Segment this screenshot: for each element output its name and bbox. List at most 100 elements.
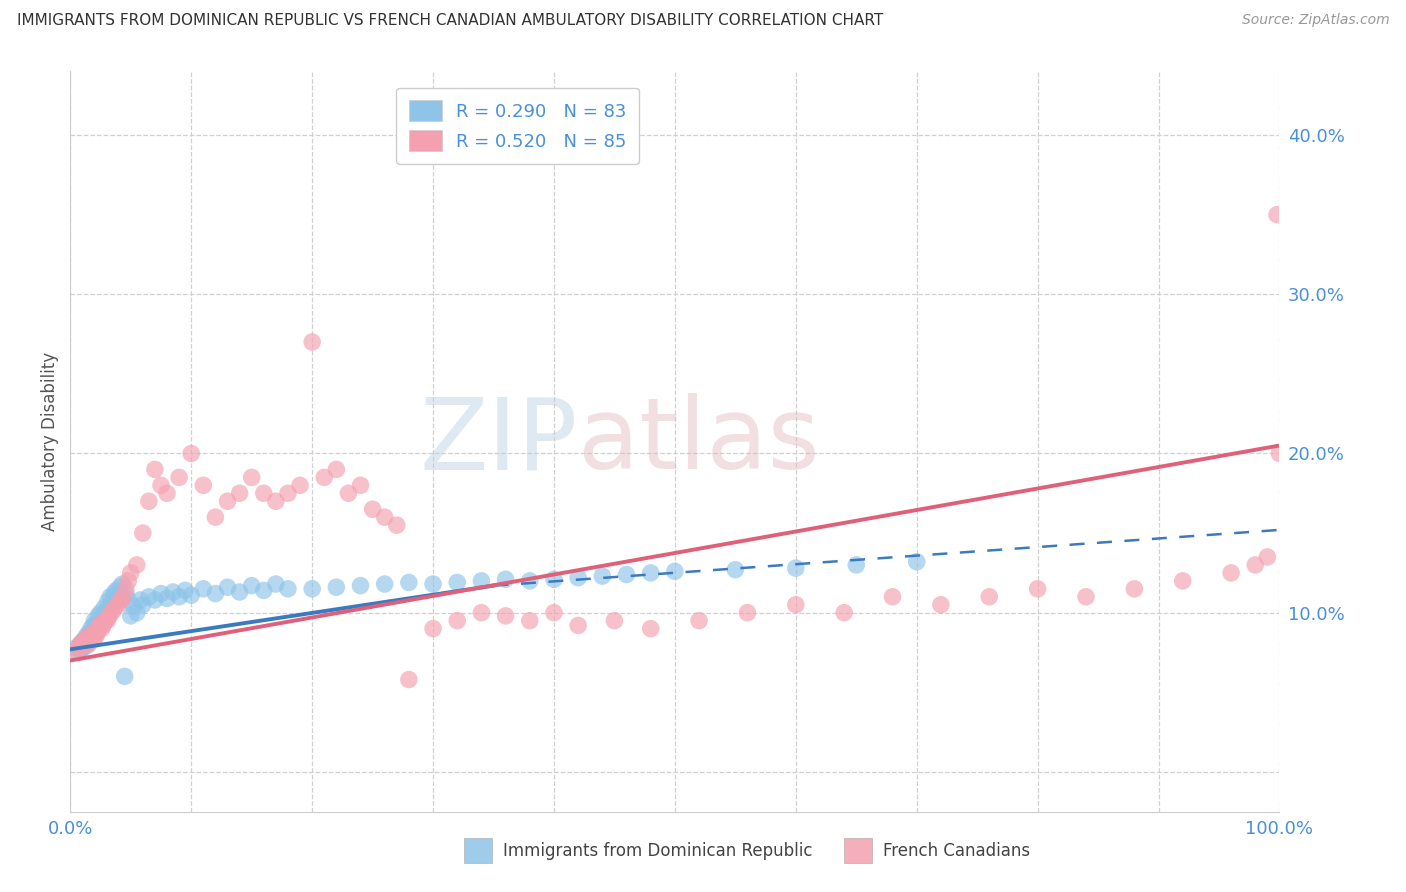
Point	[1256, 549, 1278, 564]
Point	[77, 626, 100, 640]
Point	[72, 634, 94, 648]
Point	[115, 586, 138, 600]
Point	[264, 577, 287, 591]
Point	[98, 590, 121, 604]
Point	[204, 510, 226, 524]
Point	[108, 580, 131, 594]
Point	[228, 585, 250, 599]
Point	[82, 618, 104, 632]
Point	[103, 586, 125, 600]
Point	[90, 622, 112, 636]
Point	[1123, 582, 1146, 596]
Point	[361, 502, 384, 516]
Point	[65, 640, 87, 655]
Point	[120, 608, 142, 623]
Point	[217, 494, 239, 508]
Point	[664, 564, 686, 578]
Point	[156, 486, 179, 500]
Point	[114, 669, 136, 683]
Point	[65, 644, 87, 658]
Point	[1265, 208, 1288, 222]
Point	[495, 572, 517, 586]
Point	[87, 624, 110, 638]
Point	[277, 486, 299, 500]
Point	[93, 615, 115, 630]
Point	[1244, 558, 1267, 572]
Point	[1026, 582, 1049, 596]
Point	[337, 486, 360, 500]
Point	[314, 470, 336, 484]
Point	[80, 631, 103, 645]
Point	[83, 614, 105, 628]
Point	[111, 577, 134, 591]
Point	[217, 580, 239, 594]
Point	[446, 614, 468, 628]
Point	[143, 462, 166, 476]
Point	[96, 614, 118, 628]
Point	[90, 606, 111, 620]
Point	[70, 642, 93, 657]
Point	[446, 575, 468, 590]
Point	[80, 628, 103, 642]
Point	[107, 596, 129, 610]
Point	[86, 616, 108, 631]
Point	[84, 630, 107, 644]
Point	[1220, 566, 1243, 580]
Point	[905, 555, 928, 569]
Point	[325, 462, 347, 476]
Point	[228, 486, 250, 500]
Point	[138, 590, 160, 604]
Point	[640, 622, 662, 636]
Point	[193, 478, 215, 492]
Point	[120, 566, 142, 580]
Text: atlas: atlas	[578, 393, 820, 490]
Point	[724, 563, 747, 577]
Point	[67, 640, 90, 655]
Point	[77, 638, 100, 652]
Point	[240, 470, 263, 484]
Point	[180, 446, 202, 460]
Point	[112, 590, 135, 604]
Point	[325, 580, 347, 594]
Point	[150, 478, 172, 492]
Point	[174, 583, 197, 598]
Point	[82, 632, 104, 647]
Point	[301, 582, 323, 596]
Point	[785, 561, 807, 575]
Point	[75, 639, 97, 653]
Point	[90, 612, 112, 626]
Point	[398, 575, 420, 590]
Point	[110, 588, 132, 602]
Point	[79, 631, 101, 645]
Point	[89, 620, 111, 634]
Point	[616, 567, 638, 582]
Point	[567, 618, 589, 632]
Point	[162, 585, 184, 599]
Point	[105, 599, 128, 614]
Text: Source: ZipAtlas.com: Source: ZipAtlas.com	[1241, 13, 1389, 28]
Text: French Canadians: French Canadians	[883, 842, 1031, 860]
Point	[132, 526, 155, 541]
Point	[98, 608, 121, 623]
Point	[374, 510, 396, 524]
Point	[101, 596, 124, 610]
Point	[422, 577, 444, 591]
Point	[69, 638, 91, 652]
Point	[737, 606, 759, 620]
Point	[75, 630, 97, 644]
Point	[253, 583, 276, 598]
Point	[785, 598, 807, 612]
Point	[543, 606, 565, 620]
Point	[97, 612, 120, 626]
Point	[167, 590, 190, 604]
Point	[979, 590, 1001, 604]
Point	[93, 601, 115, 615]
Point	[150, 586, 172, 600]
Point	[72, 634, 94, 648]
Point	[107, 590, 129, 604]
Point	[83, 624, 105, 639]
Point	[882, 590, 904, 604]
Point	[117, 574, 139, 588]
Point	[98, 599, 121, 614]
Point	[519, 574, 541, 588]
